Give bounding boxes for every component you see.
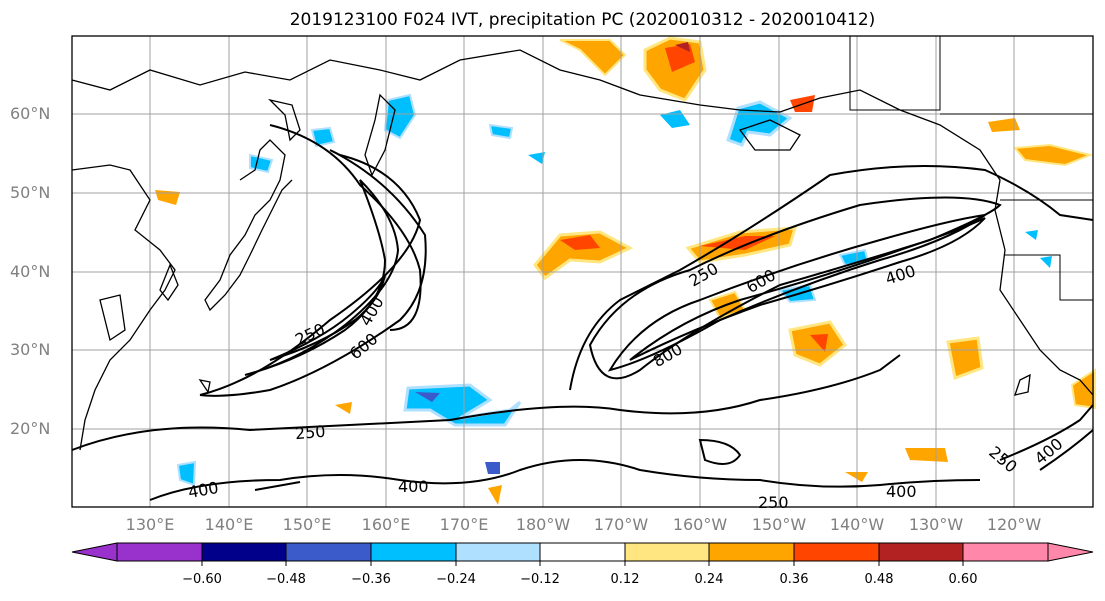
colorbar-tick-label: 0.48 <box>864 572 894 587</box>
colorbar-tick-label: 0.36 <box>779 572 809 587</box>
contour-label: 250 <box>985 442 1021 476</box>
lon-label: 160°E <box>361 515 411 534</box>
lat-label: 60°N <box>10 104 51 123</box>
lon-label: 170°E <box>439 515 489 534</box>
colorbar-tick-label: −0.60 <box>182 572 222 587</box>
colorbar-tick-label: −0.24 <box>436 572 476 587</box>
lon-label: 130°W <box>908 515 964 534</box>
borders <box>849 36 1093 301</box>
contour-label: 400 <box>398 477 429 496</box>
contour-label: 250 <box>294 422 326 444</box>
lon-label: 180°W <box>515 515 571 534</box>
lat-label: 50°N <box>10 183 51 202</box>
lon-label: 140°E <box>204 515 254 534</box>
map-area: 250 400 600 250 400 600 800 250 400 400 … <box>71 35 1096 512</box>
lon-label: 150°W <box>751 515 807 534</box>
colorbar-tick-label: 0.60 <box>948 572 978 587</box>
contour-label: 600 <box>743 265 779 297</box>
lon-label: 150°E <box>282 515 332 534</box>
lon-label: 120°W <box>986 515 1042 534</box>
contour-label: 400 <box>1031 434 1067 468</box>
precip-shading <box>155 36 1096 505</box>
lon-label: 140°W <box>829 515 885 534</box>
colorbar-tick-label: −0.48 <box>266 572 306 587</box>
contour-label: 400 <box>886 482 917 501</box>
contour-label: 400 <box>356 293 388 329</box>
contour-label: 600 <box>346 329 382 363</box>
colorbar-tick-label: 0.12 <box>610 572 640 587</box>
lon-label: 130°E <box>125 515 175 534</box>
lat-label: 20°N <box>10 419 51 438</box>
lon-label: 160°W <box>672 515 728 534</box>
colorbar-tick-label: −0.12 <box>520 572 560 587</box>
lon-label: 170°W <box>593 515 649 534</box>
lat-label: 40°N <box>10 262 51 281</box>
map-title: 2019123100 F024 IVT, precipitation PC (2… <box>289 10 876 30</box>
colorbar-tick-label: −0.36 <box>351 572 391 587</box>
coastlines <box>71 49 1094 451</box>
lat-label: 30°N <box>10 340 51 359</box>
contour-label: 400 <box>187 478 220 502</box>
ivt-contours <box>71 124 1094 501</box>
contour-label: 250 <box>758 493 789 512</box>
contour-label: 800 <box>650 339 686 371</box>
graticule <box>72 36 1093 507</box>
map-frame <box>71 35 1094 508</box>
colorbar <box>71 542 1094 566</box>
colorbar-tick-label: 0.24 <box>694 572 724 587</box>
